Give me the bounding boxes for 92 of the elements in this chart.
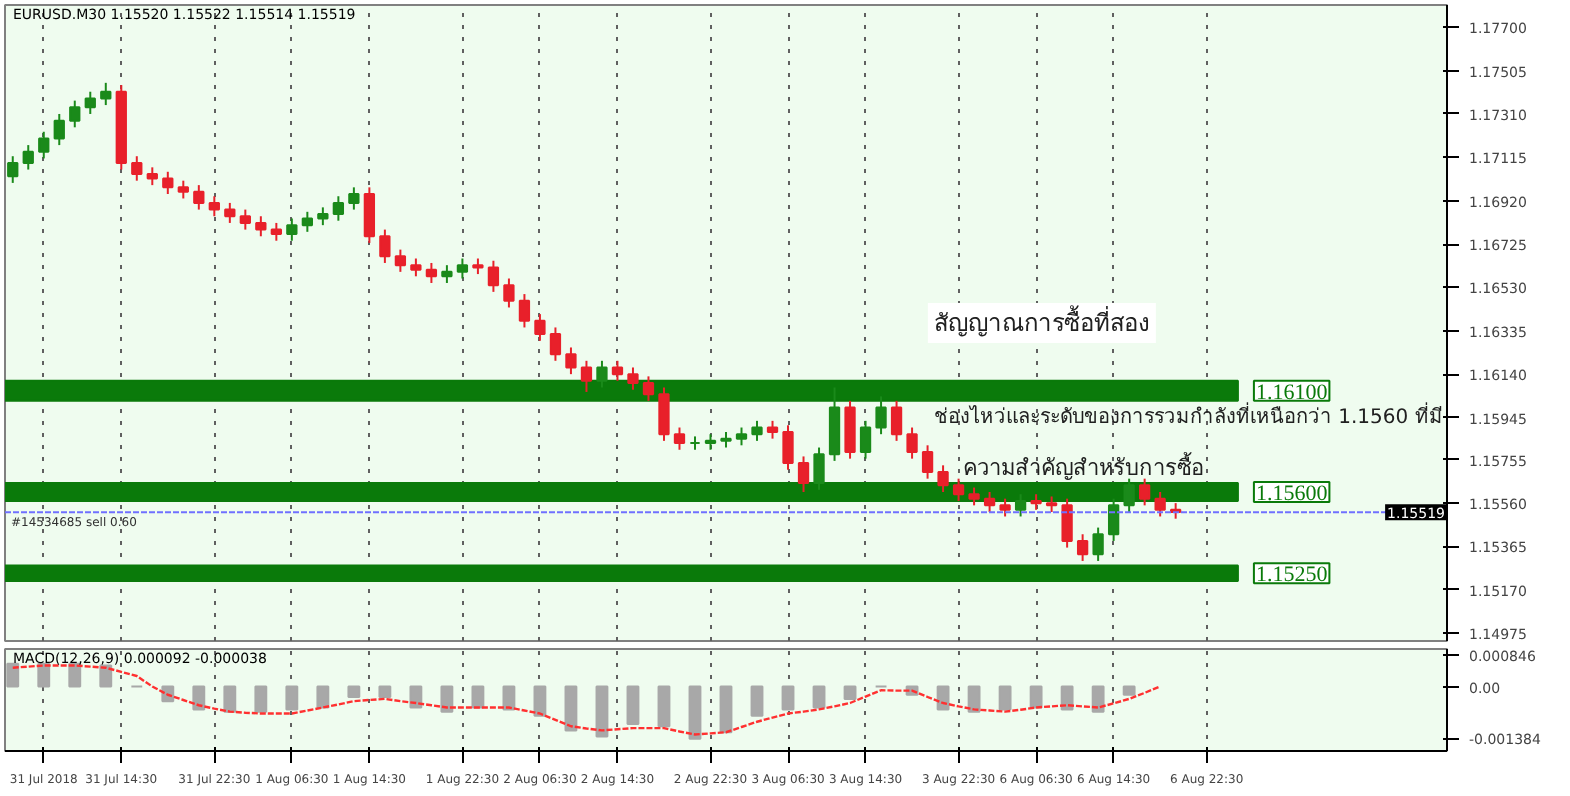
candlestick <box>906 426 918 460</box>
candlestick <box>844 399 856 460</box>
candlestick <box>224 201 236 224</box>
candlestick <box>1076 533 1089 562</box>
candlestick <box>921 444 934 480</box>
candlestick <box>286 217 298 242</box>
candlestick <box>828 386 841 462</box>
bar <box>471 685 485 709</box>
candlestick <box>549 326 562 362</box>
bar <box>843 685 857 700</box>
candlestick <box>503 277 515 309</box>
candlestick <box>301 210 314 233</box>
candlestick <box>208 195 220 218</box>
candlestick <box>1014 493 1027 518</box>
annotation: ความสำคัญสำหรับการซื้อ <box>962 451 1205 482</box>
bar <box>657 685 671 728</box>
candlestick <box>53 112 65 147</box>
bar <box>502 685 516 711</box>
band-label: 1.15600 <box>1255 482 1329 507</box>
band-label: 1.16100 <box>1255 380 1329 405</box>
candlestick <box>813 446 825 491</box>
candlestick <box>7 155 19 184</box>
bar <box>347 685 361 698</box>
candlestick <box>379 228 391 264</box>
candlestick <box>642 375 655 402</box>
candlestick <box>84 90 96 115</box>
bar <box>998 685 1012 711</box>
candlestick <box>596 359 608 389</box>
candlestick <box>673 426 686 451</box>
bar <box>99 664 113 688</box>
candlestick <box>131 155 143 182</box>
candlestick <box>952 477 965 502</box>
candlestick <box>983 491 996 514</box>
bar <box>254 685 268 713</box>
candlestick <box>1107 497 1120 542</box>
candlestick <box>534 313 546 342</box>
bar <box>285 685 299 711</box>
bar <box>440 685 454 713</box>
candlestick <box>22 144 34 171</box>
candlestick <box>348 186 360 211</box>
candlestick <box>1154 491 1166 518</box>
candlestick <box>487 259 500 293</box>
bar <box>1029 685 1043 709</box>
bar <box>6 662 20 688</box>
bar <box>967 685 981 713</box>
candlestick <box>332 195 345 222</box>
candlestick <box>797 455 810 494</box>
bar <box>316 685 330 709</box>
candlestick <box>937 464 949 494</box>
candlestick <box>518 293 531 329</box>
candlestick <box>239 208 251 231</box>
candlestick <box>255 215 267 238</box>
candlestick <box>1138 477 1151 507</box>
candlestick <box>611 359 624 382</box>
candlestick <box>38 130 50 160</box>
line-series <box>11 664 1162 736</box>
candlestick <box>425 261 438 284</box>
candlestick <box>1123 477 1135 514</box>
candlestick <box>456 257 469 280</box>
band-label: 1.15250 <box>1255 563 1329 588</box>
candlestick <box>859 419 872 460</box>
candlestick <box>1092 526 1104 562</box>
bar <box>812 685 826 709</box>
candlestick <box>394 248 407 273</box>
annotation: สัญญาณการซื้อที่สอง <box>933 305 1150 337</box>
candlestick <box>193 184 205 211</box>
candlestick <box>875 395 887 436</box>
bar <box>1122 685 1136 696</box>
candlestick <box>658 386 670 442</box>
candlestick <box>1061 497 1073 549</box>
candlestick <box>69 99 81 129</box>
candlestick <box>751 419 763 442</box>
bar <box>626 685 640 725</box>
bar <box>750 685 764 717</box>
bar <box>781 685 795 711</box>
candlestick <box>580 359 593 393</box>
candlestick <box>565 346 577 376</box>
bar <box>68 662 82 688</box>
candlestick <box>100 81 112 107</box>
bar <box>1091 685 1105 713</box>
bar <box>936 685 950 711</box>
candlestick <box>363 186 376 244</box>
candlestick <box>782 424 794 471</box>
candlestick <box>627 366 639 391</box>
candlestick <box>890 399 903 442</box>
bar <box>223 685 237 713</box>
bar <box>688 685 702 740</box>
bar <box>37 662 51 688</box>
bar <box>378 685 392 698</box>
candlestick <box>162 170 174 196</box>
annotation: ช่องไหว่และระดับของการรวมกำลังที่เหนือกว่า 1.1560 ที่มี <box>933 401 1443 430</box>
bar <box>192 685 206 711</box>
